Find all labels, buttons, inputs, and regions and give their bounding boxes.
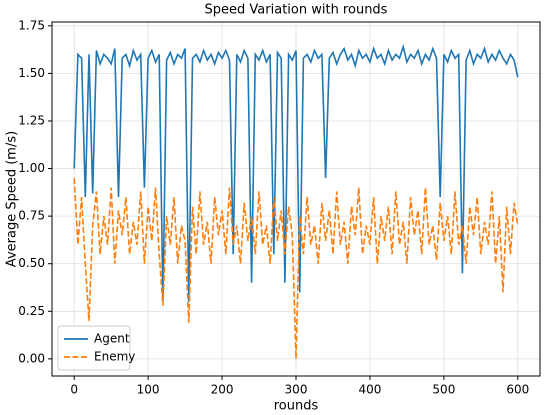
x-tick-label: 0 [70, 383, 78, 397]
y-tick-label: 0.25 [18, 304, 45, 318]
legend-box [57, 325, 131, 371]
y-tick-label: 1.25 [18, 113, 45, 127]
plot-frame [51, 21, 541, 377]
x-tick-label: 600 [506, 383, 529, 397]
y-tick-label: 0.50 [18, 256, 45, 270]
x-axis-label: rounds [274, 399, 319, 414]
y-tick-label: 0.00 [18, 351, 45, 365]
x-tick-label: 400 [358, 383, 381, 397]
x-tick-label: 100 [137, 383, 160, 397]
legend: Agent Enemy [57, 325, 135, 371]
x-tick-label: 300 [285, 383, 308, 397]
series-line [73, 43, 519, 302]
y-tick-label: 1.75 [18, 18, 45, 32]
legend-label: Agent [94, 332, 130, 346]
x-tick-label: 200 [211, 383, 234, 397]
y-tick-label: 1.00 [18, 161, 45, 175]
x-tick-label: 500 [432, 383, 455, 397]
y-axis-label: Average Speed (m/s) [5, 131, 20, 267]
chart-title: Speed Variation with rounds [205, 3, 388, 18]
legend-label: Enemy [94, 350, 135, 364]
y-tick-label: 1.50 [18, 66, 45, 80]
series-line [73, 178, 519, 359]
y-tick-label: 0.75 [18, 209, 45, 223]
